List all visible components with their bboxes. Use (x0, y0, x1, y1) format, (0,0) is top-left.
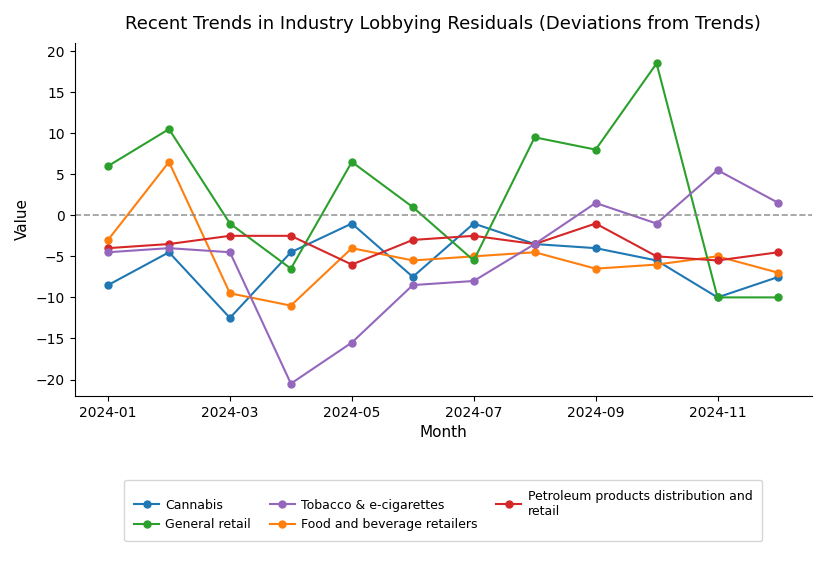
General retail (713, 294, 723, 301)
General retail (469, 257, 479, 264)
Petroleum products distribution and
retail (590, 220, 600, 227)
Tobacco & e-cigarettes (408, 282, 418, 289)
Petroleum products distribution and
retail (530, 241, 540, 248)
Cannabis (103, 282, 113, 289)
General retail (773, 294, 783, 301)
General retail (530, 134, 540, 141)
Cannabis (713, 294, 723, 301)
Petroleum products distribution and
retail (773, 249, 783, 256)
Food and beverage retailers (286, 302, 296, 309)
Cannabis (773, 274, 783, 281)
Cannabis (590, 245, 600, 252)
Petroleum products distribution and
retail (408, 237, 418, 244)
Tobacco & e-cigarettes (773, 199, 783, 206)
Food and beverage retailers (408, 257, 418, 264)
Legend: Cannabis, General retail, Tobacco & e-cigarettes, Food and beverage retailers, P: Cannabis, General retail, Tobacco & e-ci… (124, 480, 762, 541)
Petroleum products distribution and
retail (469, 232, 479, 239)
Tobacco & e-cigarettes (103, 249, 113, 256)
General retail (225, 220, 235, 227)
Tobacco & e-cigarettes (225, 249, 235, 256)
General retail (652, 60, 662, 67)
Petroleum products distribution and
retail (713, 257, 723, 264)
Tobacco & e-cigarettes (286, 380, 296, 387)
Food and beverage retailers (225, 290, 235, 297)
Petroleum products distribution and
retail (286, 232, 296, 239)
Tobacco & e-cigarettes (590, 199, 600, 206)
Tobacco & e-cigarettes (652, 220, 662, 227)
Food and beverage retailers (347, 245, 356, 252)
Line: General retail: General retail (104, 60, 782, 301)
Line: Petroleum products distribution and
retail: Petroleum products distribution and reta… (104, 220, 782, 268)
General retail (286, 265, 296, 272)
General retail (164, 126, 174, 132)
Cannabis (225, 314, 235, 321)
General retail (408, 204, 418, 211)
Tobacco & e-cigarettes (347, 339, 356, 346)
Food and beverage retailers (652, 261, 662, 268)
Cannabis (408, 274, 418, 281)
Food and beverage retailers (590, 265, 600, 272)
Tobacco & e-cigarettes (164, 245, 174, 252)
General retail (103, 162, 113, 169)
General retail (590, 146, 600, 153)
Y-axis label: Value: Value (15, 198, 30, 240)
Tobacco & e-cigarettes (469, 278, 479, 285)
Food and beverage retailers (103, 237, 113, 244)
Food and beverage retailers (469, 253, 479, 260)
Title: Recent Trends in Industry Lobbying Residuals (Deviations from Trends): Recent Trends in Industry Lobbying Resid… (126, 15, 761, 33)
Cannabis (530, 241, 540, 248)
Cannabis (286, 249, 296, 256)
Cannabis (347, 220, 356, 227)
Line: Cannabis: Cannabis (104, 220, 782, 321)
X-axis label: Month: Month (419, 425, 467, 440)
Petroleum products distribution and
retail (347, 261, 356, 268)
Petroleum products distribution and
retail (103, 245, 113, 252)
Cannabis (652, 257, 662, 264)
Cannabis (164, 249, 174, 256)
Food and beverage retailers (530, 249, 540, 256)
Tobacco & e-cigarettes (530, 241, 540, 248)
Petroleum products distribution and
retail (652, 253, 662, 260)
General retail (347, 158, 356, 165)
Tobacco & e-cigarettes (713, 166, 723, 173)
Petroleum products distribution and
retail (164, 241, 174, 248)
Cannabis (469, 220, 479, 227)
Line: Food and beverage retailers: Food and beverage retailers (104, 158, 782, 309)
Food and beverage retailers (164, 158, 174, 165)
Line: Tobacco & e-cigarettes: Tobacco & e-cigarettes (104, 166, 782, 387)
Food and beverage retailers (773, 270, 783, 276)
Food and beverage retailers (713, 253, 723, 260)
Petroleum products distribution and
retail (225, 232, 235, 239)
